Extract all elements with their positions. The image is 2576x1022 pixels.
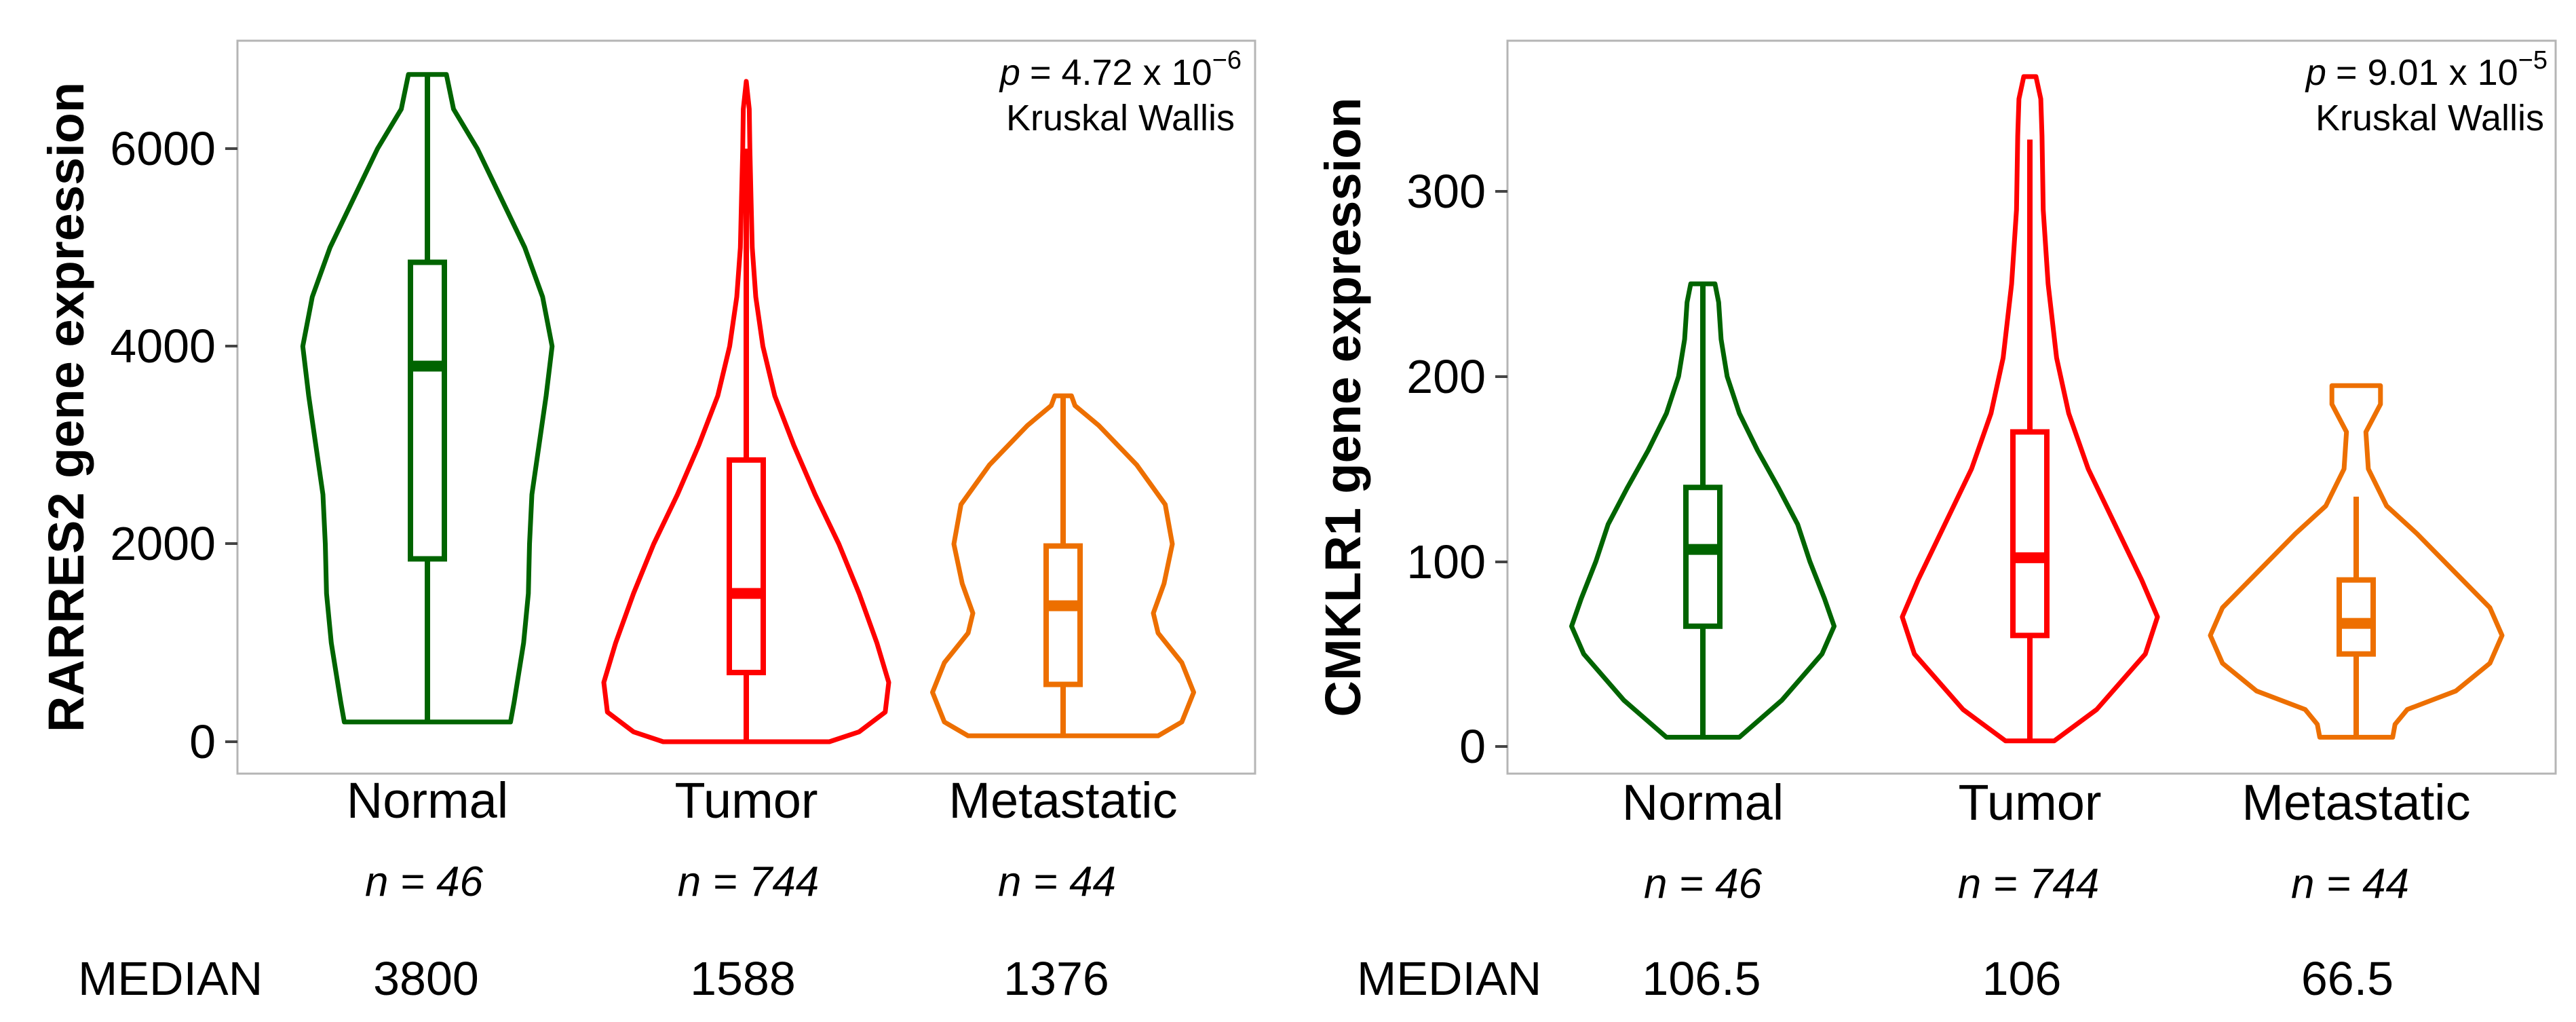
p-symbol: p (2305, 52, 2326, 93)
x-category-label: Metastatic (2242, 774, 2470, 831)
violin-group-metastatic (930, 393, 1196, 738)
p-value-text: = 9.01 x 10 (2336, 52, 2518, 93)
y-tick-label: 200 (1406, 350, 1486, 403)
x-category-label: Metastatic (948, 772, 1177, 829)
n-label: n = 44 (998, 858, 1116, 905)
iqr-box (1043, 543, 1083, 687)
violins (1569, 74, 2505, 744)
iqr-box (408, 259, 447, 562)
n-label: n = 46 (1644, 860, 1763, 907)
y-axis-label: CMKLR1 gene expression (1315, 98, 1371, 717)
n-label: n = 44 (2291, 860, 2409, 907)
median-value: 3800 (373, 952, 479, 1005)
y-tick-label: 300 (1406, 165, 1486, 218)
violin-group-tumor (601, 79, 891, 744)
median-row-label: MEDIAN (1357, 952, 1541, 1005)
n-label: n = 46 (365, 858, 484, 905)
sample-size-labels: n = 46 n = 744 n = 44 (365, 858, 1116, 905)
iqr-box (2337, 577, 2376, 657)
y-tick-label: 4000 (110, 320, 216, 373)
median-value: 106.5 (1642, 952, 1761, 1005)
x-category-labels: Normal Tumor Metastatic (347, 772, 1178, 829)
y-tick-label: 100 (1406, 535, 1486, 588)
violin-outline (601, 79, 891, 744)
p-symbol: p (999, 52, 1020, 93)
median-value: 106 (1982, 952, 2062, 1005)
median-value: 1376 (1003, 952, 1109, 1005)
p-value: p = 4.72 x 10−6 (999, 46, 1242, 93)
p-exponent: −5 (2518, 46, 2548, 75)
violin-outline (1900, 74, 2160, 744)
violin-group-metastatic (2208, 383, 2505, 740)
x-category-label: Tumor (1958, 774, 2101, 831)
iqr-box (1683, 485, 1723, 629)
x-category-label: Normal (347, 772, 508, 829)
x-category-labels: Normal Tumor Metastatic (1622, 774, 2471, 831)
n-label: n = 744 (1958, 860, 2100, 907)
plot-frame (1506, 39, 2557, 775)
violins (300, 72, 1196, 744)
annotation: p = 4.72 x 10−6 Kruskal Wallis (999, 46, 1242, 138)
median-row: MEDIAN 106.5 106 66.5 (1357, 952, 2394, 1005)
x-category-label: Normal (1622, 774, 1784, 831)
violin-outline (930, 393, 1196, 738)
panel-rarres2: RARRES2 gene expression 0 2000 4000 6000… (38, 39, 1256, 1005)
median-row-label: MEDIAN (78, 952, 263, 1005)
y-tick-label: 6000 (110, 122, 216, 175)
y-ticks: 0 2000 4000 6000 (110, 122, 237, 768)
violin-group-normal (300, 72, 555, 725)
p-exponent: −6 (1212, 46, 1242, 75)
panel-cmklr1: CMKLR1 gene expression 0 100 200 300 p = … (1315, 39, 2557, 1005)
median-value: 1588 (690, 952, 796, 1005)
violin-outline (300, 72, 555, 725)
iqr-box (727, 457, 766, 676)
median-value: 66.5 (2301, 952, 2394, 1005)
violin-group-normal (1569, 281, 1837, 740)
y-tick-label: 2000 (110, 517, 216, 570)
y-axis-label: RARRES2 gene expression (38, 82, 94, 732)
violin-outline (1569, 281, 1837, 740)
x-category-label: Tumor (674, 772, 818, 829)
y-tick-label: 0 (1459, 720, 1486, 773)
sample-size-labels: n = 46 n = 744 n = 44 (1644, 860, 2409, 907)
median-row: MEDIAN 3800 1588 1376 (78, 952, 1109, 1005)
y-tick-label: 0 (189, 715, 216, 768)
y-ticks: 0 100 200 300 (1406, 165, 1507, 773)
iqr-box (2010, 429, 2050, 639)
plot-frame (236, 39, 1256, 775)
test-name: Kruskal Wallis (2315, 98, 2544, 138)
p-value-text: = 4.72 x 10 (1030, 52, 1212, 93)
violin-outline (2208, 383, 2505, 740)
test-name: Kruskal Wallis (1006, 98, 1235, 138)
annotation: p = 9.01 x 10−5 Kruskal Wallis (2305, 46, 2548, 138)
p-value: p = 9.01 x 10−5 (2305, 46, 2548, 93)
n-label: n = 744 (678, 858, 820, 905)
violin-group-tumor (1900, 74, 2160, 744)
